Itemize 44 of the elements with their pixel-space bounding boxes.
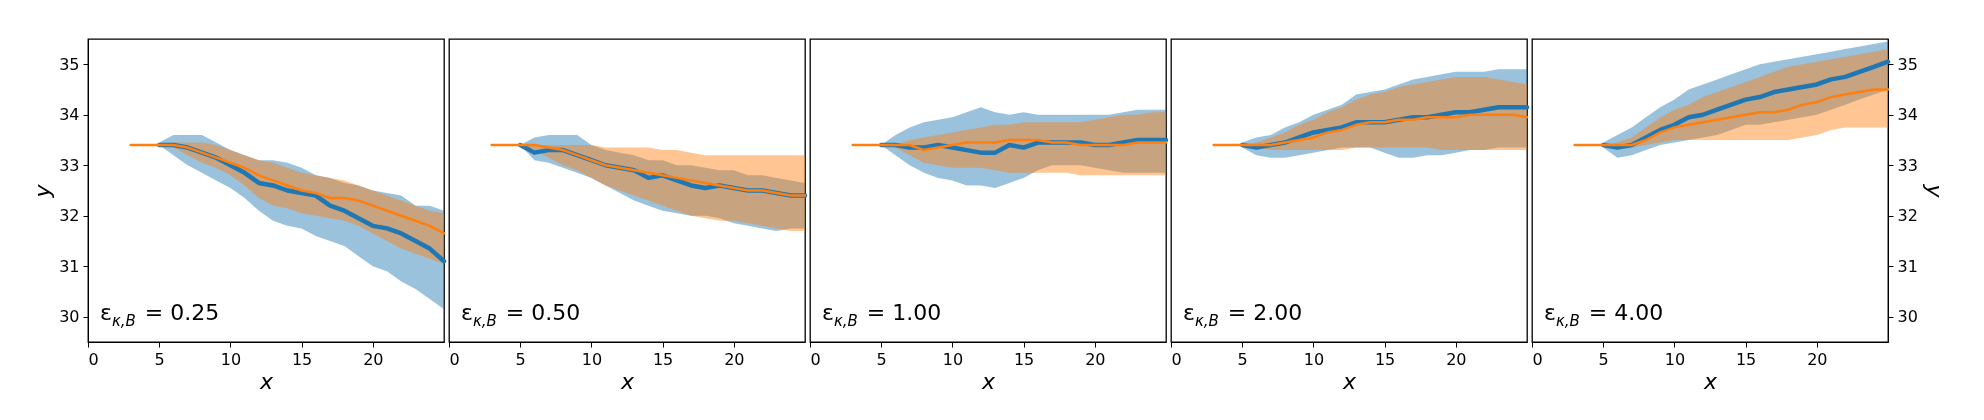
x-tick-label: 15 [652, 349, 674, 369]
x-tick-label: 20 [1085, 349, 1106, 369]
x-tick-label: 0 [1532, 349, 1543, 369]
y2-tick-label: 33 [1897, 155, 1918, 175]
x-tick-label: 5 [876, 349, 887, 369]
x-tick-label: 5 [154, 349, 165, 369]
x-tick-label: 0 [1171, 349, 1182, 369]
x-axis-title: x [980, 368, 996, 394]
y2-tick-label: 31 [1897, 256, 1918, 276]
x-tick-label: 0 [449, 349, 460, 369]
x-tick-label: 5 [1598, 349, 1609, 369]
x-tick-label: 10 [1303, 349, 1325, 369]
x-tick-label: 0 [88, 349, 99, 369]
y-tick-label: 31 [59, 256, 80, 276]
y2-axis-title: y [1921, 183, 1947, 199]
y-tick-label: 34 [59, 105, 80, 125]
y-tick-label: 32 [59, 206, 80, 226]
y-tick-label: 33 [59, 155, 80, 175]
x-axis-title: x [619, 368, 635, 394]
x-tick-label: 20 [1446, 349, 1467, 369]
y2-tick-label: 35 [1897, 54, 1918, 74]
y2-tick-label: 34 [1897, 105, 1918, 125]
x-tick-label: 20 [724, 349, 745, 369]
x-tick-label: 0 [810, 349, 821, 369]
x-tick-label: 20 [363, 349, 384, 369]
x-tick-label: 10 [581, 349, 603, 369]
x-tick-label: 5 [1237, 349, 1248, 369]
y2-tick-label: 30 [1897, 307, 1918, 327]
y-tick-label: 30 [59, 307, 80, 327]
x-tick-label: 10 [1664, 349, 1686, 369]
x-tick-label: 15 [291, 349, 313, 369]
x-tick-label: 15 [1735, 349, 1757, 369]
x-tick-label: 15 [1013, 349, 1035, 369]
x-axis-title: x [258, 368, 274, 394]
x-tick-label: 10 [942, 349, 964, 369]
x-tick-label: 15 [1374, 349, 1396, 369]
x-tick-label: 5 [515, 349, 526, 369]
y2-tick-label: 32 [1897, 206, 1918, 226]
y-tick-label: 35 [59, 54, 80, 74]
y-axis-title: y [30, 183, 56, 199]
x-axis-title: x [1341, 368, 1357, 394]
x-tick-label: 10 [220, 349, 242, 369]
x-axis-title: x [1702, 368, 1718, 394]
x-tick-label: 20 [1807, 349, 1828, 369]
